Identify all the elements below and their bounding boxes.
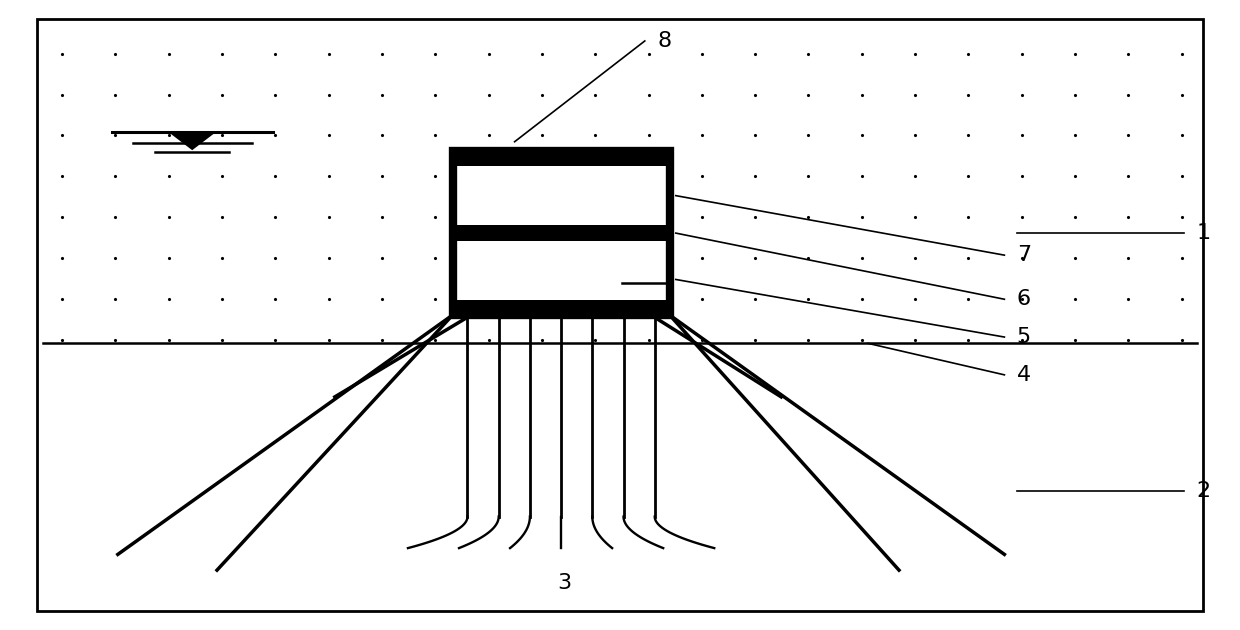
Text: 3: 3 [557, 573, 572, 593]
Text: 7: 7 [1017, 245, 1030, 265]
Text: 8: 8 [657, 31, 671, 51]
Bar [453, 301, 670, 315]
Text: 4: 4 [1017, 365, 1030, 385]
Bar [453, 151, 670, 315]
Bar [453, 151, 670, 166]
Bar [453, 226, 670, 241]
Polygon shape [170, 132, 215, 149]
Text: 5: 5 [1017, 327, 1030, 347]
Text: 1: 1 [1197, 223, 1210, 243]
Text: 2: 2 [1197, 481, 1210, 501]
Text: 6: 6 [1017, 289, 1030, 309]
